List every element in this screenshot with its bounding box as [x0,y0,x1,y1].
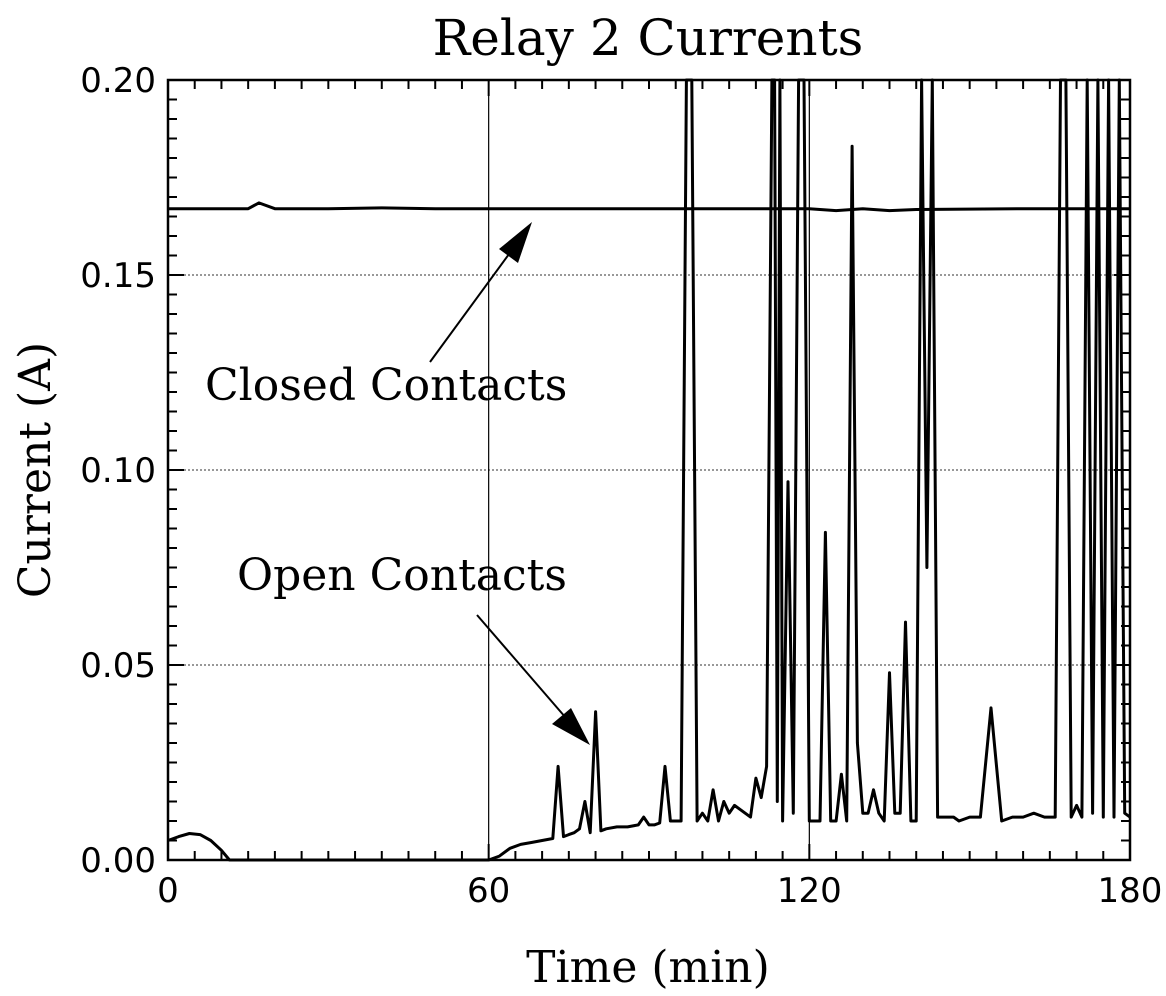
grid [168,80,1130,860]
y-tick-label: 0.00 [80,841,156,881]
chart-title: Relay 2 Currents [433,9,864,67]
x-tick-label: 180 [1098,871,1163,911]
tick-labels: 0 60 120 180 0.00 0.05 0.10 0.15 0.20 [80,61,1162,911]
y-tick-label: 0.05 [80,646,156,686]
x-tick-label: 60 [467,871,510,911]
closed-contacts-series-line [168,201,1130,213]
closed-contacts-arrow [429,249,513,363]
closed-contacts-arrowhead [499,222,532,263]
open-contacts-arrow [476,614,567,719]
open-contacts-series-line [167,78,1131,862]
y-tick-label: 0.10 [80,451,156,491]
open-contacts-arrowhead [552,708,590,745]
annotation-closed-contacts: Closed Contacts [205,360,567,411]
y-axis-label: Current (A) [10,342,61,598]
series [167,78,1131,862]
x-axis-label: Time (min) [526,942,770,993]
x-tick-label: 120 [777,871,842,911]
y-tick-label: 0.15 [80,256,156,296]
y-tick-label: 0.20 [80,61,156,101]
x-tick-label: 0 [157,871,179,911]
annotation-open-contacts: Open Contacts [237,550,567,601]
